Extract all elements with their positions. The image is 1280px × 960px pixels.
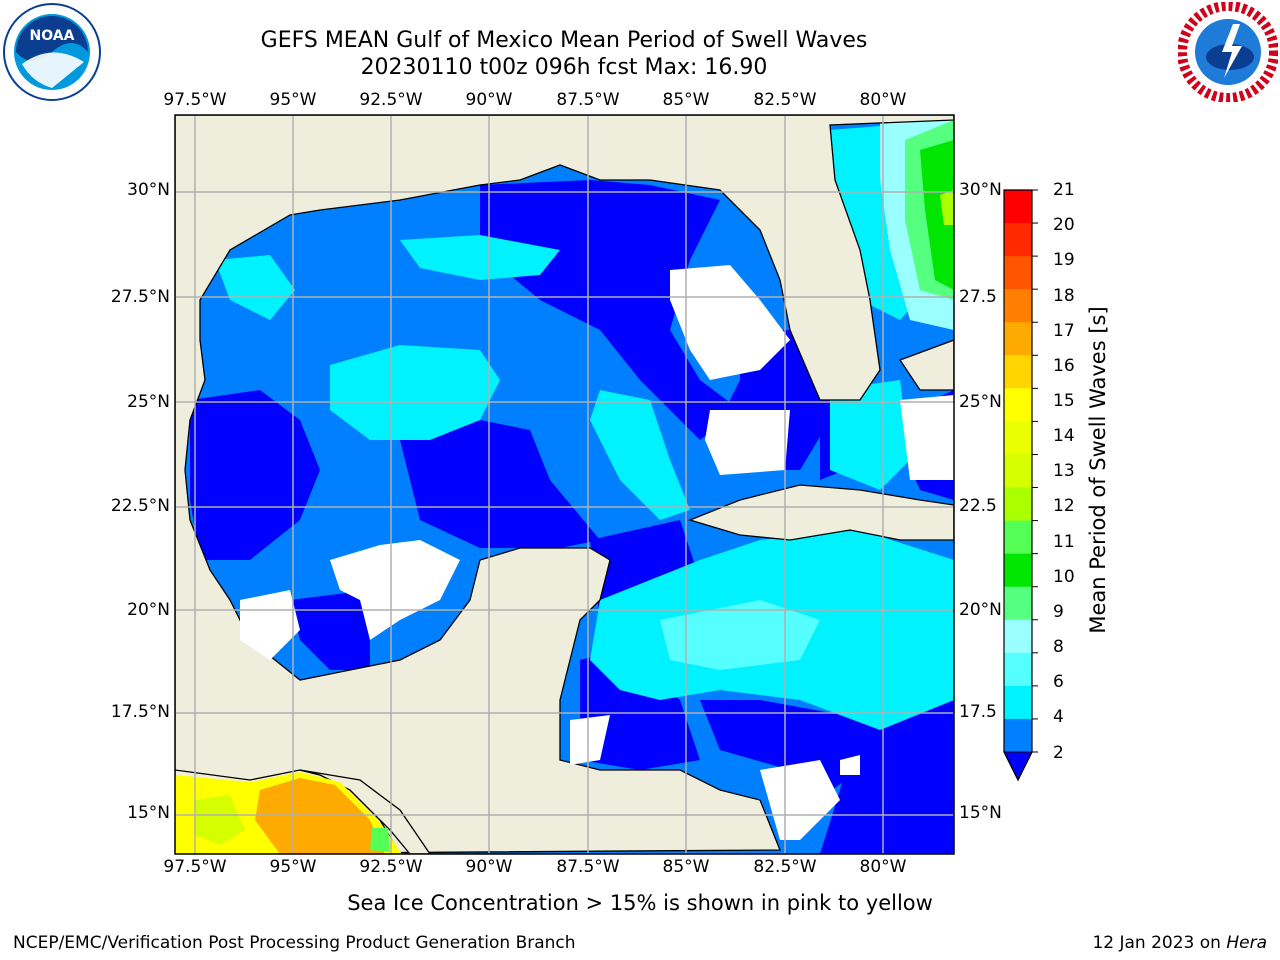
colorbar-frame bbox=[1003, 189, 1033, 782]
lat-label-right: 27.5 bbox=[959, 287, 997, 307]
lon-label-bottom: 80°W bbox=[859, 857, 907, 877]
colorbar-tick-label: 14 bbox=[1053, 426, 1075, 446]
colorbar-segment bbox=[1004, 586, 1032, 621]
lon-label-top: 87.5°W bbox=[556, 90, 620, 110]
map-plot-area bbox=[175, 115, 954, 854]
lon-label-bottom: 85°W bbox=[662, 857, 710, 877]
colorbar-tick-label: 17 bbox=[1053, 321, 1075, 341]
lon-label-top: 85°W bbox=[662, 90, 710, 110]
colorbar-tick-label: 4 bbox=[1053, 707, 1064, 727]
date-stamp: 12 Jan 2023 on Hera bbox=[1092, 933, 1267, 953]
sea-ice-note-text: Sea Ice Concentration > 15% is shown in … bbox=[347, 891, 933, 915]
colorbar-label: Mean Period of Swell Waves [s] bbox=[1086, 306, 1110, 634]
colorbar-segment bbox=[1004, 322, 1032, 356]
lat-label-right: 17.5 bbox=[959, 702, 997, 722]
colorbar-segment bbox=[1004, 520, 1032, 555]
colorbar bbox=[1003, 189, 1038, 782]
colorbar-tick-label: 8 bbox=[1053, 637, 1064, 657]
lon-label-bottom: 87.5°W bbox=[556, 857, 620, 877]
lat-label-right: 22.5 bbox=[959, 496, 997, 516]
colorbar-segment bbox=[1004, 421, 1032, 455]
noaa-logo-text: NOAA bbox=[30, 28, 75, 44]
lon-label-bottom: 95°W bbox=[269, 857, 317, 877]
credit-text: NCEP/EMC/Verification Post Processing Pr… bbox=[13, 933, 576, 953]
colorbar-segment bbox=[1004, 652, 1032, 687]
map-title: GEFS MEAN Gulf of Mexico Mean Period of … bbox=[260, 28, 868, 53]
lon-label-top: 97.5°W bbox=[163, 90, 227, 110]
lon-label-top: 92.5°W bbox=[359, 90, 423, 110]
colorbar-tick-label: 11 bbox=[1053, 532, 1075, 552]
colorbar-segment bbox=[1004, 256, 1032, 290]
colorbar-tick-label: 2 bbox=[1053, 743, 1064, 763]
colorbar-segment bbox=[1004, 685, 1032, 720]
colorbar-segment bbox=[1004, 388, 1032, 422]
lat-label-right: 30°N bbox=[959, 180, 1002, 200]
host-text: Hera bbox=[1226, 933, 1267, 953]
sea-ice-note: Sea Ice Concentration > 15% is shown in … bbox=[0, 891, 1280, 915]
colorbar-tick-label: 18 bbox=[1053, 286, 1075, 306]
colorbar-tick-label: 15 bbox=[1053, 391, 1075, 411]
colorbar-tick-label: 21 bbox=[1053, 180, 1075, 200]
lat-label-left: 15°N bbox=[127, 803, 170, 823]
colorbar-tick-label: 16 bbox=[1053, 356, 1075, 376]
noaa-logo-icon: NOAA bbox=[3, 3, 101, 101]
lon-label-top: 95°W bbox=[269, 90, 317, 110]
land-masses bbox=[175, 115, 954, 854]
lat-label-left: 30°N bbox=[127, 180, 170, 200]
lat-label-left: 20°N bbox=[127, 600, 170, 620]
colorbar-segment bbox=[1004, 190, 1032, 224]
colorbar-segment bbox=[1004, 553, 1032, 588]
grid-lines bbox=[175, 115, 954, 854]
colorbar-segment bbox=[1004, 487, 1032, 522]
lat-label-left: 17.5°N bbox=[110, 702, 170, 722]
colorbar-extend-triangle bbox=[1003, 751, 1033, 782]
lat-label-left: 27.5°N bbox=[110, 287, 170, 307]
map-frame bbox=[174, 114, 955, 855]
colorbar-segment bbox=[1004, 619, 1032, 654]
lat-label-left: 25°N bbox=[127, 392, 170, 412]
lon-label-bottom: 97.5°W bbox=[163, 857, 227, 877]
lon-label-bottom: 82.5°W bbox=[753, 857, 817, 877]
colorbar-segment bbox=[1004, 718, 1032, 753]
colorbar-segment bbox=[1004, 355, 1032, 389]
colorbar-tick-label: 6 bbox=[1053, 672, 1064, 692]
date-text: 12 Jan 2023 on bbox=[1092, 933, 1221, 953]
colorbar-tick-label: 13 bbox=[1053, 461, 1075, 481]
lon-label-bottom: 90°W bbox=[465, 857, 513, 877]
colorbar-tick-label: 10 bbox=[1053, 567, 1075, 587]
colorbar-tick-label: 9 bbox=[1053, 602, 1064, 622]
colorbar-segment bbox=[1004, 289, 1032, 323]
map-subtitle: 20230110 t00z 096h fcst Max: 16.90 bbox=[360, 55, 768, 80]
lat-label-right: 15°N bbox=[959, 803, 1002, 823]
lon-label-top: 80°W bbox=[859, 90, 907, 110]
colorbar-segment bbox=[1004, 454, 1032, 489]
lat-label-left: 22.5°N bbox=[110, 496, 170, 516]
colorbar-tick-label: 12 bbox=[1053, 496, 1075, 516]
lon-label-bottom: 92.5°W bbox=[359, 857, 423, 877]
lat-label-right: 25°N bbox=[959, 392, 1002, 412]
lon-label-top: 82.5°W bbox=[753, 90, 817, 110]
masked-areas bbox=[240, 265, 954, 840]
colorbar-segment bbox=[1004, 223, 1032, 257]
colorbar-tick-label: 20 bbox=[1053, 215, 1075, 235]
lon-label-top: 90°W bbox=[465, 90, 513, 110]
lat-label-right: 20°N bbox=[959, 600, 1002, 620]
swell-6-12s-regions bbox=[660, 120, 954, 670]
sea-ice-region bbox=[175, 772, 402, 854]
colorbar-tick-label: 19 bbox=[1053, 250, 1075, 270]
nws-logo-icon bbox=[1178, 2, 1278, 102]
